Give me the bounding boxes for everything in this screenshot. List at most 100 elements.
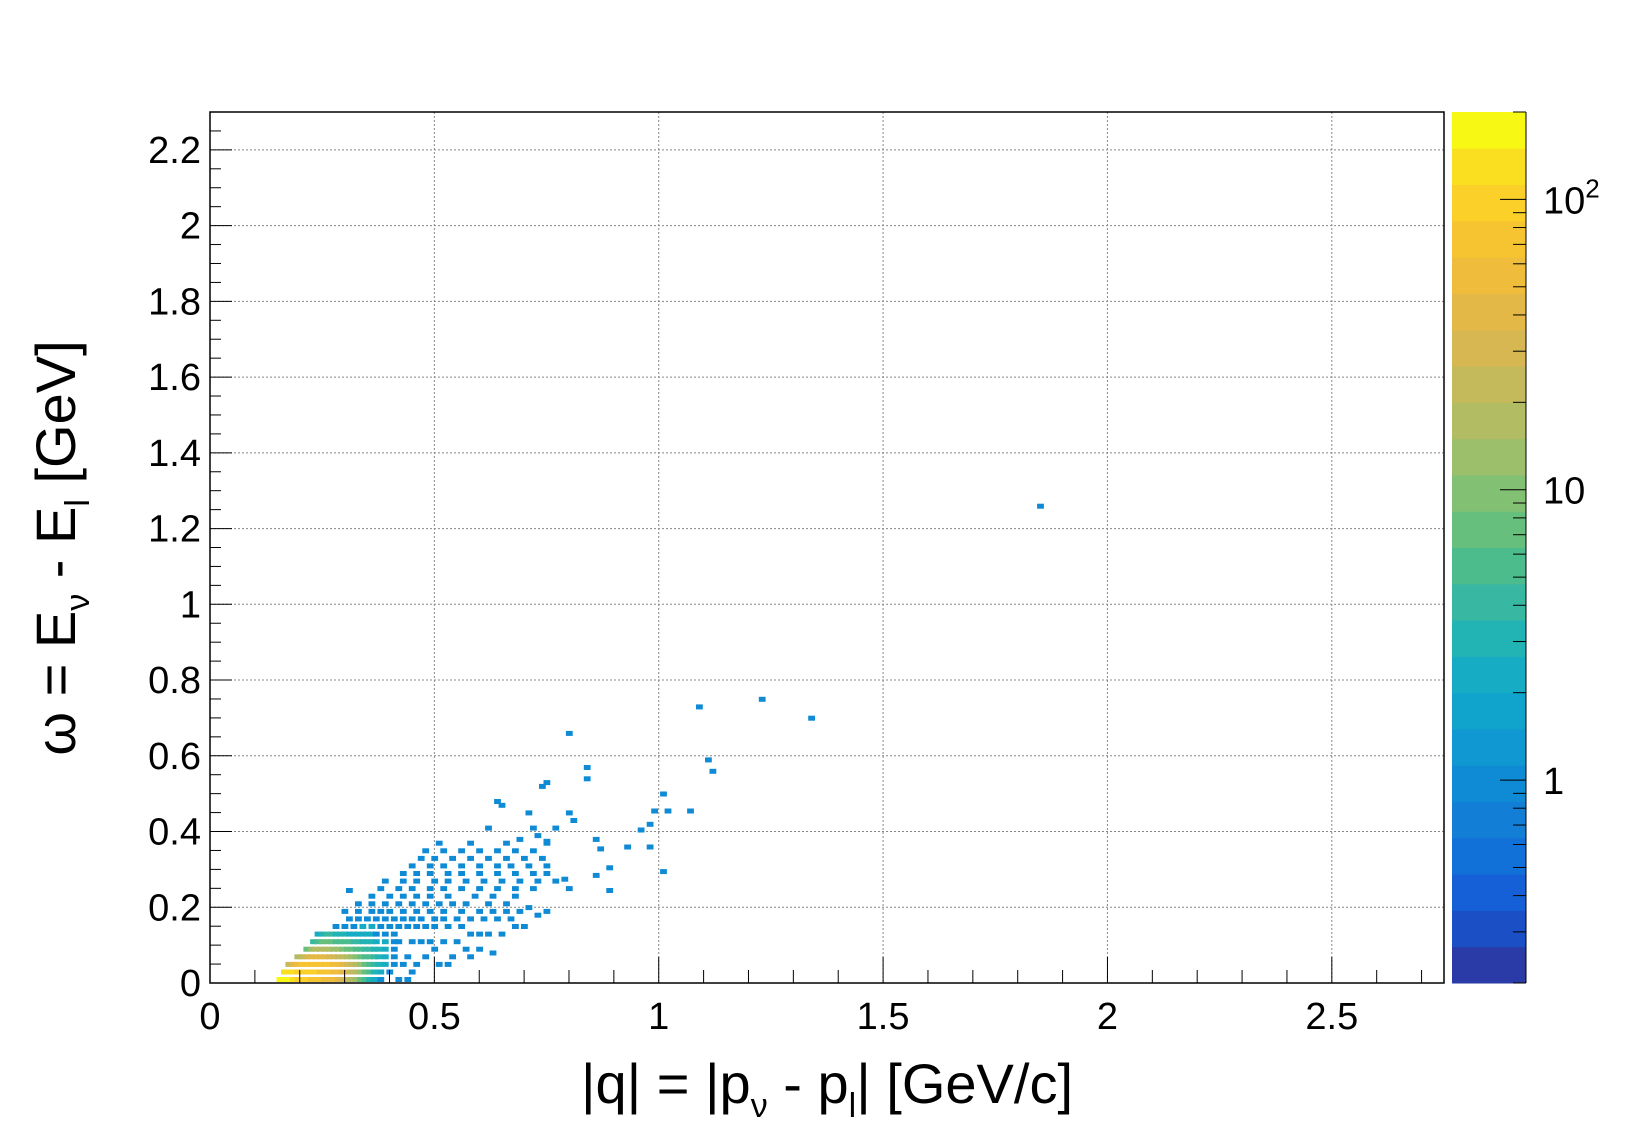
- heatmap-bin: [413, 893, 421, 899]
- heatmap-bin: [426, 893, 434, 899]
- heatmap-bin: [480, 916, 488, 922]
- heatmap-bin: [390, 961, 398, 967]
- heatmap-bin: [346, 939, 353, 945]
- heatmap-bin: [431, 878, 439, 884]
- heatmap-bin: [355, 916, 362, 922]
- heatmap-bin: [467, 840, 474, 846]
- heatmap-bin: [467, 855, 474, 861]
- heatmap-bin: [431, 916, 439, 922]
- heatmap-bin: [386, 893, 394, 899]
- heatmap-bin: [314, 939, 322, 945]
- heatmap-bin: [471, 893, 479, 899]
- heatmap-bin: [516, 836, 524, 842]
- heatmap-bin: [303, 961, 311, 967]
- heatmap-bin: [359, 939, 367, 945]
- colorbar-tick-label: 1: [1543, 761, 1564, 803]
- heatmap-bin: [381, 878, 389, 884]
- colorbar-swatch: [1452, 184, 1526, 222]
- heatmap-bin: [494, 863, 501, 869]
- heatmap-bin: [413, 908, 421, 914]
- heatmap-bin: [366, 977, 373, 982]
- heatmap-bin: [375, 946, 382, 952]
- y-tick-label: 1.6: [148, 357, 201, 399]
- heatmap-bin: [325, 954, 333, 960]
- heatmap-bin: [507, 916, 515, 922]
- heatmap-bin: [294, 961, 302, 967]
- heatmap-bin: [328, 939, 335, 945]
- heatmap-bin: [530, 825, 537, 831]
- heatmap-bin: [352, 954, 360, 960]
- heatmap-bin: [341, 924, 349, 929]
- heatmap-bin: [606, 865, 614, 871]
- heatmap-bin: [516, 908, 524, 914]
- heatmap-bin: [289, 961, 297, 967]
- heatmap-bin: [298, 969, 306, 975]
- heatmap-bin: [294, 969, 302, 975]
- heatmap-bin: [435, 961, 443, 967]
- heatmap-bin: [339, 954, 347, 960]
- heatmap-bin: [359, 924, 367, 929]
- heatmap-bin: [530, 871, 537, 876]
- heatmap-bin: [399, 893, 407, 899]
- heatmap-bin: [435, 840, 443, 846]
- heatmap-bin: [395, 939, 403, 945]
- heatmap-bin: [453, 939, 461, 945]
- heatmap-bin: [357, 977, 364, 982]
- heatmap-bin: [592, 872, 600, 878]
- heatmap-bin: [435, 901, 443, 907]
- heatmap-bin: [503, 901, 510, 907]
- heatmap-bin: [316, 969, 324, 975]
- heatmap-bin: [440, 886, 448, 892]
- colorbar-swatch: [1452, 112, 1526, 149]
- heatmap-bin: [390, 939, 398, 945]
- heatmap-bin: [512, 893, 519, 899]
- heatmap-bin: [552, 878, 560, 884]
- heatmap-bin: [316, 946, 324, 952]
- x-tick-label: 0: [199, 996, 220, 1038]
- heatmap-bin: [368, 901, 376, 907]
- heatmap-bin: [494, 916, 501, 922]
- x-tick-labels: 0 0.5 1 1.5 2 2.5: [199, 996, 1358, 1038]
- heatmap-bin: [330, 961, 338, 967]
- heatmap-bin: [399, 878, 407, 884]
- heatmap-bin: [390, 931, 398, 937]
- heatmap-bin: [494, 871, 501, 876]
- heatmap-bin: [494, 886, 501, 892]
- heatmap-bin: [543, 871, 551, 876]
- heatmap-bin: [440, 916, 448, 922]
- heatmap-bin: [413, 871, 421, 876]
- heatmap-bin: [298, 961, 306, 967]
- heatmap-bin: [426, 871, 434, 876]
- heatmap-bin: [366, 969, 373, 975]
- heatmap-bin: [565, 730, 573, 736]
- heatmap-bin: [462, 878, 470, 884]
- heatmap-bin: [512, 886, 519, 892]
- heatmap-bin: [543, 908, 551, 914]
- heatmap-bin: [539, 855, 546, 861]
- heatmap-bin: [364, 931, 371, 937]
- x-tick-label: 0.5: [408, 996, 461, 1038]
- heatmap-bin: [453, 916, 461, 922]
- heatmap-bin: [467, 916, 474, 922]
- heatmap-bin: [498, 802, 506, 808]
- heatmap-bin: [307, 969, 315, 975]
- colorbar-swatch: [1452, 474, 1526, 512]
- heatmap-bin: [303, 977, 311, 982]
- colorbar-swatch: [1452, 728, 1526, 766]
- heatmap-bin: [664, 808, 672, 814]
- heatmap-bin: [375, 954, 382, 960]
- heatmap-bin: [375, 961, 382, 967]
- heatmap-bin: [339, 946, 347, 952]
- y-tick-label: 0.8: [148, 660, 201, 702]
- heatmap-bin: [343, 961, 351, 967]
- heatmap-bin: [395, 977, 403, 982]
- heatmap-bin: [705, 757, 712, 763]
- heatmap-bin: [489, 908, 497, 914]
- colorbar: [1452, 111, 1527, 984]
- heatmap-bin: [462, 901, 470, 907]
- colorbar-swatch: [1452, 801, 1526, 839]
- heatmap-bin: [408, 969, 416, 975]
- heatmap-bin: [377, 924, 385, 929]
- heatmap-bin: [350, 931, 358, 937]
- y-tick-label: 1.2: [148, 509, 201, 551]
